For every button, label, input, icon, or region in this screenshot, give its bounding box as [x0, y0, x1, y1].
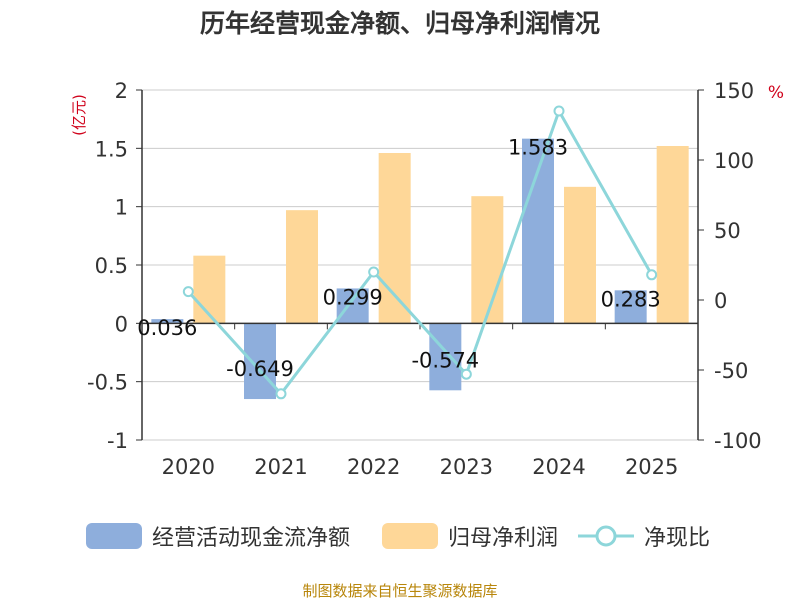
data-label-cashflow-2022: 0.299	[323, 285, 383, 309]
legend-line-marker-icon	[578, 525, 634, 547]
legend-label-ratio: 净现比	[644, 526, 711, 551]
point-ratio-2021	[275, 388, 287, 400]
point-ratio-2020	[182, 286, 194, 298]
legend-swatch-cashflow	[86, 523, 142, 549]
y-right-tick-label: 50	[714, 219, 741, 243]
bar-profit-2025	[656, 146, 689, 324]
legend-swatch-profit	[382, 523, 438, 549]
y-left-tick-label: -1	[107, 429, 128, 453]
point-ratio-2023	[460, 368, 472, 380]
bar-cashflow-2022	[336, 288, 369, 324]
bar-cashflow-2023	[429, 323, 462, 391]
legend-label-cashflow: 经营活动现金流净额	[152, 526, 351, 551]
bar-cashflow-2020	[151, 319, 184, 324]
data-label-cashflow-2020: 0.036	[137, 316, 197, 340]
x-tick-label: 2022	[347, 455, 400, 479]
chart-title: 历年经营现金净额、归母净利润情况	[199, 9, 600, 38]
legend-label-profit: 归母净利润	[448, 526, 559, 551]
line-ratio	[187, 107, 653, 397]
data-label-cashflow-2025: 0.283	[601, 287, 661, 311]
legend-item-profit[interactable]: 归母净利润	[382, 516, 558, 556]
x-tick-label: 2025	[625, 455, 678, 479]
point-ratio-2024	[553, 105, 565, 117]
y-left-tick-label: 1	[115, 196, 128, 220]
y-left-axis-label: (亿元)	[70, 94, 88, 136]
bar-cashflow-2025	[614, 290, 647, 324]
y-left-tick-label: 0.5	[95, 254, 128, 278]
legend-item-ratio[interactable]: 净现比	[578, 516, 710, 556]
data-label-cashflow-2024: 1.583	[508, 136, 568, 160]
point-ratio-2025	[646, 269, 658, 281]
bar-profit-2020	[193, 255, 226, 324]
y-right-tick-label: -100	[714, 429, 762, 453]
x-tick-label: 2024	[532, 455, 585, 479]
legend-item-cashflow[interactable]: 经营活动现金流净额	[86, 516, 350, 556]
data-label-cashflow-2021: -0.649	[226, 357, 294, 381]
x-tick-label: 2021	[254, 455, 307, 479]
y-right-axis-label: %	[768, 83, 784, 103]
y-right-tick-label: 0	[714, 289, 727, 313]
y-left-tick-label: 2	[115, 79, 128, 103]
y-left-tick-label: -0.5	[87, 371, 128, 395]
data-label-cashflow-2023: -0.574	[411, 348, 479, 372]
bar-profit-2024	[564, 186, 596, 324]
y-left-tick-label: 0	[115, 312, 128, 336]
y-right-tick-label: -50	[714, 359, 748, 383]
bar-profit-2021	[286, 210, 318, 324]
bar-cashflow-2021	[244, 323, 276, 400]
y-right-tick-label: 100	[714, 149, 754, 173]
y-right-tick-label: 150	[714, 79, 754, 103]
y-left-tick-label: 1.5	[95, 137, 128, 161]
bar-profit-2023	[471, 196, 504, 324]
x-tick-label: 2023	[440, 455, 493, 479]
legend: 经营活动现金流净额 归母净利润 净现比	[0, 516, 800, 556]
x-tick-label: 2020	[162, 455, 215, 479]
point-ratio-2022	[368, 266, 380, 278]
data-source-note: 制图数据来自恒生聚源数据库	[302, 582, 498, 600]
bar-profit-2022	[378, 153, 411, 324]
